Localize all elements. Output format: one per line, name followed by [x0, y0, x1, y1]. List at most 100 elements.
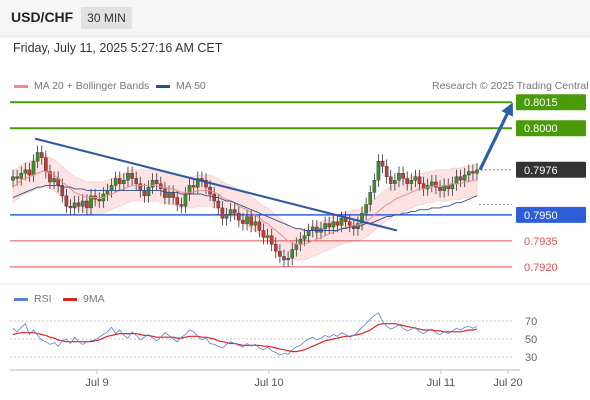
legend-ma50: MA 50	[156, 80, 206, 92]
current-price-box	[516, 161, 586, 178]
level-label: 0.7950	[524, 210, 558, 222]
candle-body	[241, 219, 245, 224]
candle-body	[380, 160, 385, 167]
candle-body	[368, 192, 373, 205]
chart-timestamp: Friday, July 11, 2025 5:27:16 AM CET	[13, 41, 223, 55]
rsi-9ma-line	[12, 323, 478, 353]
candle-body	[179, 204, 184, 207]
candle-body	[72, 202, 77, 209]
candle-body	[306, 230, 311, 236]
candle-body	[310, 226, 315, 231]
level-label-box	[516, 120, 586, 137]
level-label: 0.8015	[524, 97, 558, 109]
level-label-box	[516, 206, 586, 223]
candle-body	[458, 176, 463, 181]
legend-swatch-9ma	[63, 297, 77, 301]
candle-body	[442, 185, 446, 191]
candle-body	[315, 226, 319, 233]
legend-label-rsi: RSI	[34, 293, 52, 305]
candle-body	[35, 152, 40, 162]
candle-body	[331, 221, 336, 228]
candle-body	[261, 230, 266, 238]
trendline	[34, 137, 398, 232]
candle-body	[438, 186, 442, 191]
candle-body	[265, 235, 270, 238]
candle-body	[175, 197, 180, 205]
x-axis-tick-label: Jul 20	[493, 377, 522, 389]
candle-body	[23, 169, 28, 174]
candle-body	[109, 185, 114, 191]
candle-body	[15, 176, 19, 179]
level-label: 0.7935	[524, 236, 558, 248]
rsi-level-label: 30	[525, 352, 537, 364]
level-label: 0.8000	[524, 123, 558, 135]
candle-body	[278, 251, 282, 257]
legend-swatch-ma50	[156, 84, 170, 88]
rsi-level-label: 50	[525, 334, 537, 346]
candle-body	[76, 202, 81, 207]
candle-body	[39, 152, 44, 158]
candle-body	[298, 238, 303, 245]
candle-body	[339, 218, 344, 226]
candle-body	[327, 223, 331, 228]
candle-body	[154, 179, 159, 184]
candle-body	[245, 216, 249, 224]
legend-9ma: 9MA	[63, 293, 105, 305]
candle-body	[462, 174, 467, 181]
candle-body	[454, 176, 459, 184]
candle-body	[44, 157, 48, 172]
candle-body	[282, 256, 286, 261]
candle-body	[183, 193, 188, 207]
candle-body	[405, 178, 409, 184]
candle-body	[364, 204, 368, 214]
timeframe-button[interactable]: 30 MIN	[81, 7, 132, 29]
candle-body	[204, 179, 208, 188]
current-price-label: 0.7976	[524, 165, 558, 177]
candle-body	[343, 218, 348, 222]
candle-body	[249, 216, 253, 226]
legend-swatch-rsi	[14, 297, 28, 301]
candle-body	[68, 205, 73, 209]
candle-body	[273, 244, 278, 252]
x-axis-tick-label: Jul 10	[254, 377, 283, 389]
candle-body	[384, 166, 389, 177]
rsi-line	[12, 312, 478, 356]
candle-body	[122, 179, 126, 184]
candle-body	[430, 181, 434, 186]
candle-body	[19, 173, 24, 179]
candle-body	[471, 171, 475, 174]
legend-label-bollinger: MA 20 + Bollinger Bands	[34, 80, 150, 92]
candle-body	[97, 199, 102, 202]
copyright-text: Research © 2025 Trading Central	[432, 80, 589, 92]
candle-body	[60, 185, 65, 196]
x-axis-tick-label: Jul 9	[85, 377, 108, 389]
candle-body	[31, 160, 36, 176]
candle-body	[64, 195, 69, 207]
level-label: 0.7920	[524, 262, 558, 274]
candle-body	[376, 160, 381, 181]
forecast-arrow	[478, 102, 513, 171]
candle-body	[232, 209, 237, 214]
candle-body	[191, 185, 196, 188]
candle-body	[257, 221, 262, 231]
instrument-symbol: USD/CHF	[11, 9, 74, 25]
candle-body	[393, 179, 397, 184]
candle-body	[163, 188, 167, 198]
candle-body	[126, 173, 130, 181]
legend-swatch-bollinger	[14, 84, 28, 88]
candle-body	[11, 176, 15, 181]
candle-body	[323, 223, 327, 229]
candle-body	[138, 183, 143, 191]
ma20-line	[12, 171, 477, 245]
candle-body	[220, 207, 225, 219]
candle-body	[81, 200, 85, 207]
candle-body	[269, 235, 274, 245]
header-bar: USD/CHF 30 MIN	[0, 0, 590, 37]
legend-bollinger: MA 20 + Bollinger Bands	[14, 80, 149, 92]
candle-body	[216, 200, 221, 209]
candle-body	[372, 179, 377, 193]
candle-body	[434, 181, 438, 188]
candle-body	[85, 200, 89, 209]
candle-body	[409, 179, 414, 184]
